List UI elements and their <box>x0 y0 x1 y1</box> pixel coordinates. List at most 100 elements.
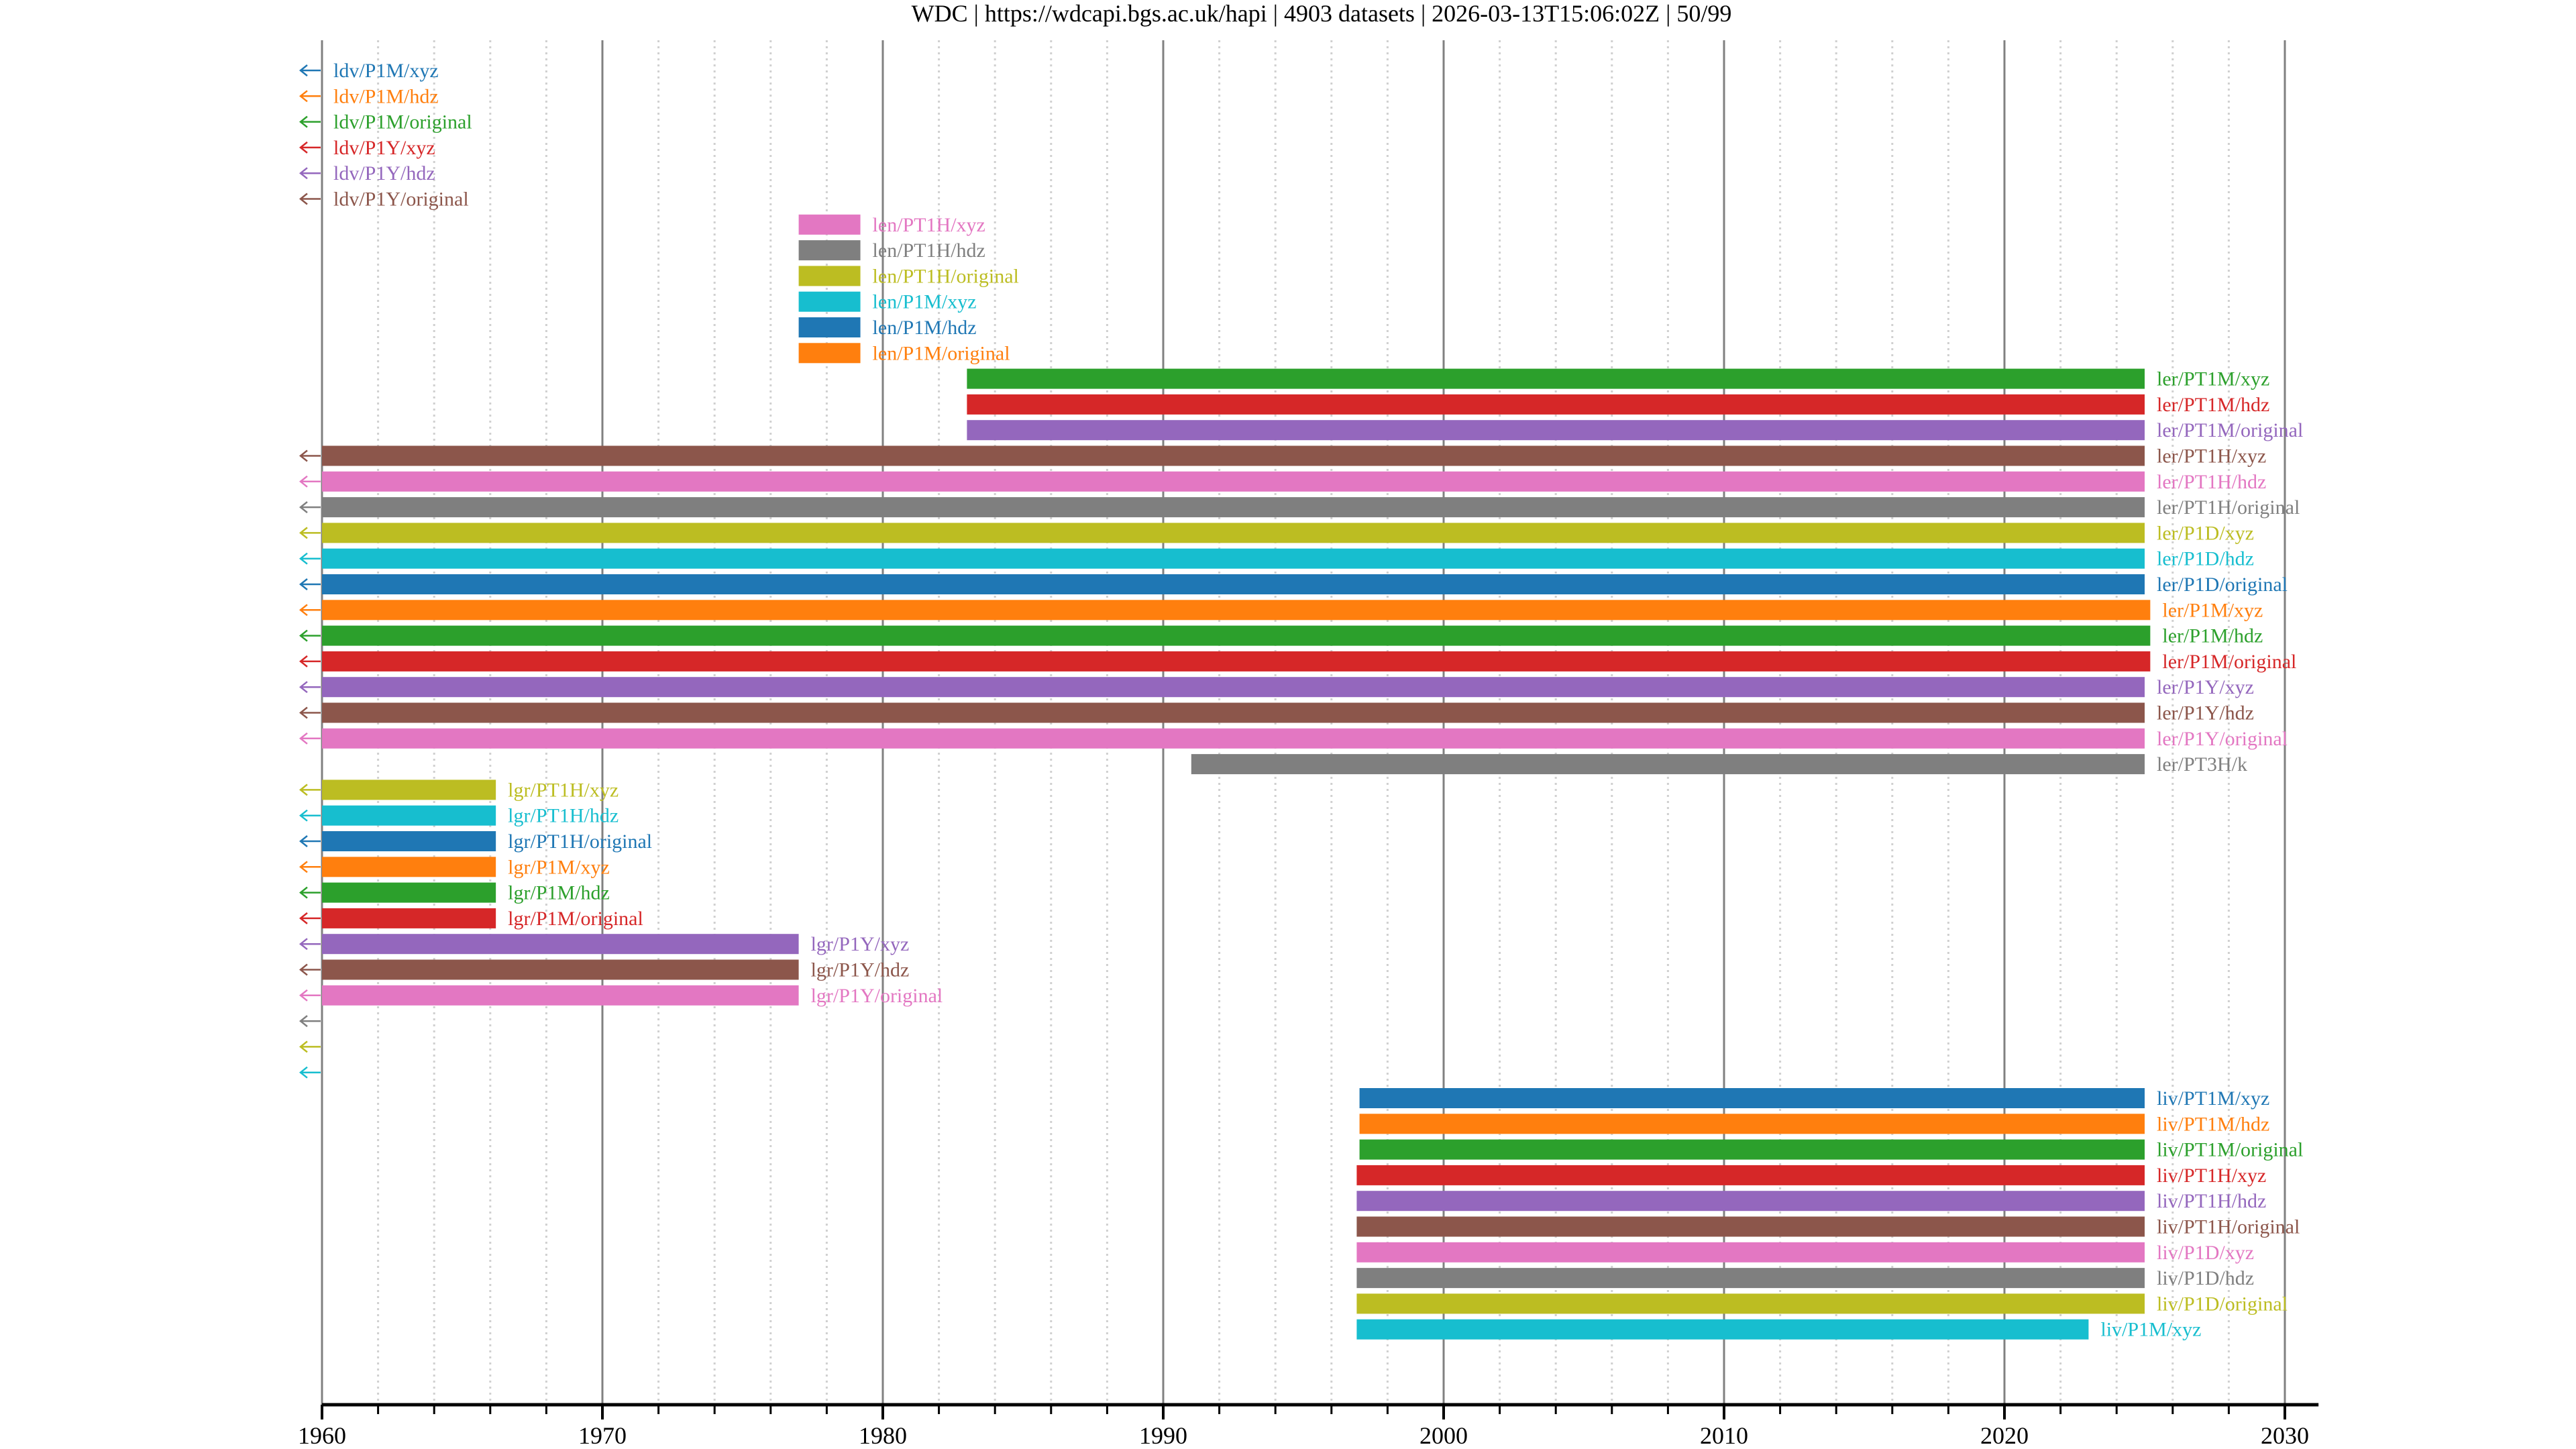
dataset-row: ldv/P1M/hdz <box>299 85 439 107</box>
dataset-row: liv/PT1H/hdz <box>1356 1190 2266 1212</box>
dataset-bar <box>798 291 861 312</box>
dataset-row: ler/P1M/hdz <box>299 625 2263 647</box>
dataset-bar <box>322 959 799 980</box>
dataset-bar <box>322 908 496 928</box>
dataset-bar <box>1359 1114 2145 1134</box>
dataset-label: lgr/P1M/xyz <box>508 856 610 878</box>
dataset-bar <box>322 780 496 800</box>
x-tick-label: 2030 <box>2261 1422 2309 1449</box>
dataset-label: ldv/P1Y/original <box>333 189 469 211</box>
arrow-head-icon <box>299 886 308 899</box>
dataset-label: liv/P1D/hdz <box>2157 1267 2254 1289</box>
dataset-row: liv/P1M/xyz <box>1356 1319 2201 1341</box>
dataset-bar <box>1356 1165 2145 1185</box>
dataset-row: len/PT1H/hdz <box>798 239 985 262</box>
dataset-label: lgr/P1M/hdz <box>508 882 610 904</box>
dataset-bar <box>322 702 2145 723</box>
dataset-bar <box>1191 754 2145 775</box>
dataset-label: ldv/P1M/hdz <box>333 85 439 107</box>
dataset-bar <box>322 857 496 877</box>
arrow-head-icon <box>299 578 308 590</box>
dataset-label: ler/P1D/original <box>2157 574 2288 596</box>
dataset-label: ler/PT1H/xyz <box>2157 445 2266 468</box>
dataset-bar <box>1356 1216 2145 1237</box>
dataset-label: lgr/PT1H/xyz <box>508 779 619 801</box>
dataset-row: lgr/P1Y/xyz <box>299 933 910 955</box>
arrow-head-icon <box>299 681 308 694</box>
arrow-head-icon <box>299 90 308 103</box>
arrow-head-icon <box>299 193 308 205</box>
dataset-row: ler/PT1H/hdz <box>299 471 2266 493</box>
dataset-bar <box>322 625 2151 646</box>
dataset-label: len/P1M/hdz <box>873 317 977 339</box>
dataset-row: lgr/PT1H/xyz <box>299 779 619 801</box>
dataset-label: ler/P1M/original <box>2162 651 2296 673</box>
dataset-row: ler/PT1M/original <box>967 419 2303 441</box>
dataset-row: liv/PT1M/hdz <box>1359 1113 2269 1135</box>
dataset-row: liv/PT1M/original <box>1359 1139 2303 1161</box>
dataset-bar <box>322 445 2145 466</box>
dataset-bar <box>1356 1268 2145 1289</box>
dataset-label: ler/P1D/hdz <box>2157 548 2254 570</box>
dataset-label: liv/PT1H/hdz <box>2157 1190 2266 1212</box>
arrow-head-icon <box>299 1015 308 1028</box>
dataset-row: ler/P1Y/original <box>299 728 2288 750</box>
arrow-head-icon <box>299 784 308 796</box>
dataset-label: ldv/P1M/xyz <box>333 60 439 82</box>
dataset-row: len/P1M/original <box>798 342 1010 364</box>
dataset-label: len/P1M/original <box>873 342 1010 364</box>
dataset-label: ler/PT3H/k <box>2157 753 2247 775</box>
dataset-bar <box>322 934 799 955</box>
dataset-row: ler/PT1H/xyz <box>299 445 2266 468</box>
arrow-head-icon <box>299 989 308 1002</box>
dataset-row: ldv/P1Y/original <box>299 189 469 211</box>
dataset-row: len/PT1H/xyz <box>798 214 985 236</box>
dataset-label: liv/PT1M/hdz <box>2157 1113 2269 1135</box>
dataset-label: ler/PT1M/original <box>2157 419 2303 441</box>
dataset-row: len/P1M/hdz <box>798 317 977 339</box>
dataset-bar <box>1356 1319 2089 1340</box>
dataset-row: ler/PT1H/original <box>299 496 2300 519</box>
x-tick-label: 2000 <box>1419 1422 1468 1449</box>
x-tick-label: 2010 <box>1700 1422 1748 1449</box>
dataset-label: lgr/P1Y/xyz <box>811 933 910 955</box>
dataset-label: lgr/P1Y/original <box>811 985 943 1007</box>
dataset-row: liv/PT1M/xyz <box>1359 1087 2269 1110</box>
dataset-rows: ldv/P1M/xyz ldv/P1M/hdz ldv/P1M/original ld… <box>299 60 2303 1341</box>
dataset-row: liv/P1D/hdz <box>1356 1267 2254 1289</box>
dataset-label: ler/PT1H/original <box>2157 496 2300 519</box>
dataset-label: len/PT1H/original <box>873 265 1019 287</box>
dataset-bar <box>798 240 861 261</box>
dataset-bar <box>798 317 861 337</box>
dataset-bar <box>322 574 2145 594</box>
dataset-row: ler/PT3H/k <box>1191 753 2247 775</box>
arrow-head-icon <box>299 1066 308 1079</box>
arrow-head-icon <box>299 629 308 642</box>
dataset-label: liv/PT1H/xyz <box>2157 1165 2266 1187</box>
x-axis: 1960 1970 1980 1990 2000 2010 2020 2030 <box>298 1403 2319 1449</box>
arrow-head-icon <box>299 604 308 616</box>
dataset-row: ler/P1Y/hdz <box>299 702 2254 724</box>
dataset-label: ler/P1Y/xyz <box>2157 676 2254 698</box>
arrow-head-icon <box>299 912 308 924</box>
dataset-row <box>299 1015 321 1028</box>
dataset-bar <box>967 368 2145 389</box>
arrow-head-icon <box>299 706 308 719</box>
arrow-head-icon <box>299 527 308 539</box>
dataset-bar <box>322 831 496 851</box>
x-tick-label: 1990 <box>1139 1422 1187 1449</box>
dataset-label: ler/PT1M/xyz <box>2157 368 2269 390</box>
arrow-head-icon <box>299 938 308 951</box>
dataset-bar <box>322 497 2145 518</box>
dataset-row: ldv/P1M/xyz <box>299 60 439 82</box>
arrow-head-icon <box>299 167 308 180</box>
dataset-label: ldv/P1M/original <box>333 111 472 133</box>
dataset-bar <box>1359 1088 2145 1108</box>
dataset-row: lgr/P1Y/original <box>299 985 943 1007</box>
dataset-label: lgr/PT1H/hdz <box>508 805 619 827</box>
arrow-head-icon <box>299 449 308 462</box>
dataset-label: liv/PT1M/original <box>2157 1139 2303 1161</box>
chart-title: WDC | https://wdcapi.bgs.ac.uk/hapi | 49… <box>912 0 1732 27</box>
x-tick-label: 1980 <box>859 1422 907 1449</box>
